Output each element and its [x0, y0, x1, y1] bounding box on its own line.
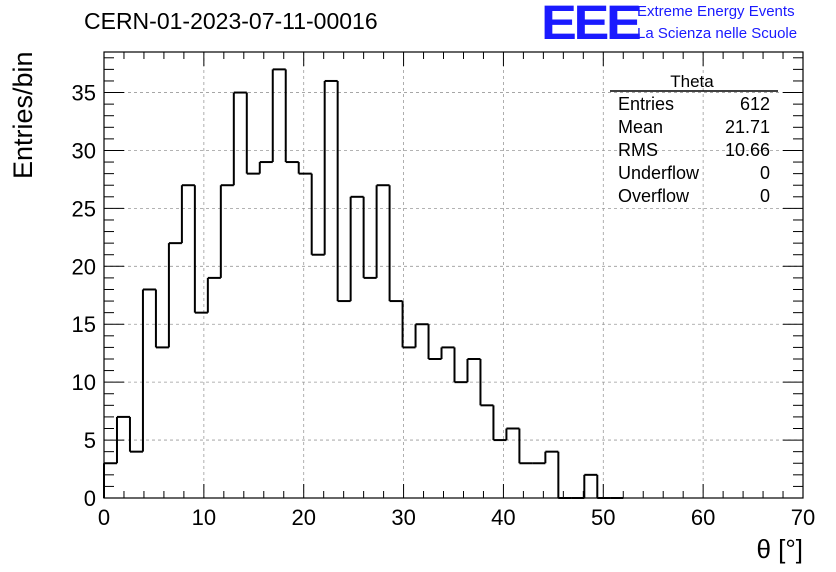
stats-value: 0	[760, 163, 770, 183]
stats-value: 21.71	[725, 117, 770, 137]
logo-line-2: La Scienza nelle Scuole	[637, 25, 798, 42]
y-tick-label: 5	[84, 428, 96, 453]
plot-frame	[103, 51, 804, 499]
stats-label: Overflow	[618, 186, 690, 206]
axis-ticks	[103, 52, 804, 499]
x-tick-label: 50	[591, 505, 615, 530]
y-tick-label: 25	[72, 196, 96, 221]
x-tick-label: 0	[98, 505, 110, 530]
stats-label: Underflow	[618, 163, 700, 183]
histogram-bins	[103, 68, 624, 499]
y-tick-label: 0	[84, 486, 96, 511]
eee-logo: EEE	[541, 0, 642, 50]
y-tick-label: 20	[72, 254, 96, 279]
stats-box: Theta Entries 612 Mean 21.71 RMS 10.66 Underfl…	[610, 72, 778, 206]
y-tick-label: 30	[72, 138, 96, 163]
x-tick-label: 40	[491, 505, 515, 530]
stats-value: 0	[760, 186, 770, 206]
grid-lines	[104, 52, 803, 498]
logo-line-1: Extreme Energy Events	[637, 3, 795, 20]
stats-label: Mean	[618, 117, 663, 137]
y-tick-label: 10	[72, 370, 96, 395]
stats-value: 10.66	[725, 140, 770, 160]
x-tick-label: 60	[691, 505, 715, 530]
y-axis-label: Entries/bin	[8, 51, 38, 179]
y-tick-label: 35	[72, 81, 96, 106]
stats-rows: Entries 612 Mean 21.71 RMS 10.66 Underflow 0 Ove…	[618, 94, 770, 206]
stats-title: Theta	[670, 72, 714, 91]
x-tick-label: 10	[192, 505, 216, 530]
run-title: CERN-01-2023-07-11-00016	[84, 8, 378, 34]
x-axis-label: θ [°]	[756, 534, 803, 564]
x-tick-label: 20	[291, 505, 315, 530]
stats-label: RMS	[618, 140, 658, 160]
stats-value: 612	[740, 94, 770, 114]
stats-label: Entries	[618, 94, 674, 114]
y-tick-label: 15	[72, 312, 96, 337]
x-tick-label: 30	[391, 505, 415, 530]
x-tick-label: 70	[791, 505, 815, 530]
tick-labels: 0 10 20 30 40 50 60 70 0 5 10 15 20 25 30 35	[72, 81, 816, 530]
